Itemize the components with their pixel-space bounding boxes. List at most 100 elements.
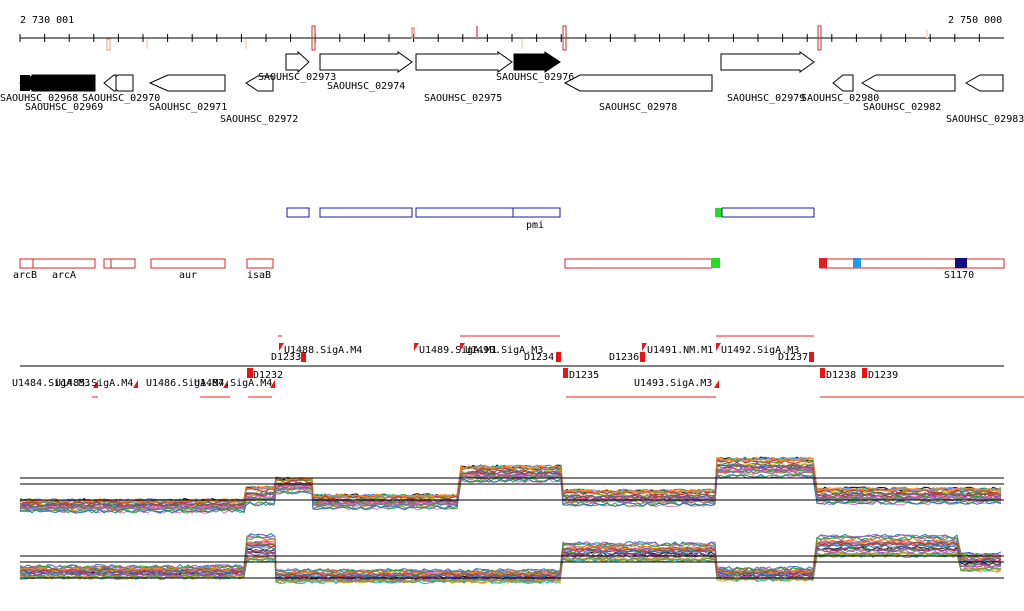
tss-marker[interactable] <box>301 352 306 362</box>
tss-marker[interactable] <box>133 380 138 388</box>
operon-box[interactable] <box>246 258 274 269</box>
tss-marker[interactable] <box>642 343 647 351</box>
tss-label[interactable]: D1238 <box>826 370 856 381</box>
expression-trace <box>19 467 1002 510</box>
tss-marker[interactable] <box>247 368 253 378</box>
tss-marker[interactable] <box>223 380 228 388</box>
gene-label[interactable]: SAOUHSC_02980 <box>801 93 879 104</box>
gene-arrow[interactable] <box>19 74 96 92</box>
tss-label[interactable]: U1490.SigA.M3 <box>465 345 543 356</box>
tss-label[interactable]: U1487.SigA.M4 <box>194 378 272 389</box>
operon-box[interactable] <box>721 207 815 218</box>
operon-box[interactable] <box>819 258 1005 269</box>
gene-arrow[interactable] <box>860 74 956 92</box>
expression-trace <box>19 535 1002 574</box>
gene-label[interactable]: SAOUHSC_02970 <box>82 93 160 104</box>
tss-marker[interactable] <box>460 343 465 351</box>
position-marker[interactable] <box>926 30 928 38</box>
gene-arrow[interactable] <box>285 50 310 74</box>
gene-label[interactable]: SAOUHSC_02978 <box>599 102 677 113</box>
position-marker[interactable] <box>311 25 316 51</box>
operon-highlight[interactable] <box>955 258 967 268</box>
gene-label[interactable]: SAOUHSC_02974 <box>327 81 405 92</box>
gene-label[interactable]: SAOUHSC_02969 <box>25 102 103 113</box>
position-marker[interactable] <box>476 26 478 38</box>
position-marker[interactable] <box>146 39 148 49</box>
position-marker[interactable] <box>817 25 822 51</box>
tss-marker[interactable] <box>563 368 568 378</box>
operon-box[interactable] <box>564 258 713 269</box>
ruler-end-label: 2 750 000 <box>948 15 1002 26</box>
gene-arrow[interactable] <box>563 74 713 92</box>
operon-box[interactable] <box>103 258 112 269</box>
expression-trace <box>19 539 1002 577</box>
position-marker[interactable] <box>562 25 567 51</box>
gene-label[interactable]: SAOUHSC_02975 <box>424 93 502 104</box>
tss-label[interactable]: U1492.SigA.M3 <box>721 345 799 356</box>
position-marker[interactable] <box>521 39 523 49</box>
gene-label[interactable]: SAOUHSC_02983 <box>946 114 1024 125</box>
tss-label[interactable]: D1235 <box>569 370 599 381</box>
tss-label[interactable]: U1484.SigA.M3 <box>12 378 90 389</box>
coordinate-ruler: 2 730 001 2 750 000 <box>19 15 1004 51</box>
tss-marker[interactable] <box>556 352 561 362</box>
tss-marker[interactable] <box>809 352 814 362</box>
tss-label[interactable]: U1491.NM.M1 <box>647 345 713 356</box>
gene-arrow[interactable] <box>103 74 117 92</box>
gene-label[interactable]: SAOUHSC_02972 <box>220 114 298 125</box>
gene-block[interactable] <box>20 75 30 91</box>
operon-highlight[interactable] <box>853 258 861 268</box>
tss-label[interactable]: D1239 <box>868 370 898 381</box>
gene-arrow[interactable] <box>319 51 413 73</box>
position-marker[interactable] <box>245 39 247 49</box>
operon-highlight[interactable] <box>819 258 827 268</box>
operon-highlight[interactable] <box>711 258 720 268</box>
gene-arrow[interactable] <box>720 51 815 73</box>
gene-arrow[interactable] <box>245 75 274 92</box>
tss-marker[interactable] <box>862 368 867 378</box>
operon-box[interactable] <box>319 207 413 218</box>
gene-label[interactable]: SAOUHSC_02976 <box>496 72 574 83</box>
operon-box[interactable] <box>19 258 34 269</box>
gene-arrow[interactable] <box>415 51 513 73</box>
gene-arrow[interactable] <box>148 74 226 92</box>
position-marker[interactable] <box>106 38 111 51</box>
tss-marker[interactable] <box>93 380 98 388</box>
position-marker[interactable] <box>411 27 415 39</box>
tss-marker[interactable] <box>640 352 645 362</box>
tss-label[interactable]: U1493.SigA.M3 <box>634 378 712 389</box>
tss-label[interactable]: D1234 <box>524 352 554 363</box>
tss-marker[interactable] <box>414 343 419 351</box>
tss-label[interactable]: U1486.SigA.M4 <box>146 378 224 389</box>
tss-marker[interactable] <box>270 380 275 388</box>
tss-label[interactable]: U1485.SigA.M4 <box>55 378 133 389</box>
gene-label[interactable]: SAOUHSC_02982 <box>863 102 941 113</box>
ruler-markers[interactable] <box>106 25 928 51</box>
operon-box[interactable] <box>286 207 310 218</box>
gene-arrow[interactable] <box>964 74 1004 92</box>
gene-label[interactable]: SAOUHSC_02979 <box>727 93 805 104</box>
operon-box[interactable] <box>32 258 96 269</box>
tss-label[interactable]: D1232 <box>253 370 283 381</box>
expression-trace <box>19 463 1002 508</box>
gene-label[interactable]: SAOUHSC_02971 <box>149 102 227 113</box>
gene-arrow[interactable] <box>832 74 854 92</box>
tss-marker[interactable] <box>714 380 719 388</box>
operon-highlight[interactable] <box>715 208 722 217</box>
tss-label[interactable]: U1488.SigA.M4 <box>284 345 362 356</box>
operon-box[interactable] <box>150 258 226 269</box>
gene-label[interactable]: SAOUHSC_02973 <box>258 72 336 83</box>
gene-label[interactable]: SAOUHSC_02968 <box>0 93 78 104</box>
operon-box[interactable] <box>512 207 561 218</box>
tss-marker[interactable] <box>820 368 825 378</box>
tss-label[interactable]: U1489.SigA.M1 <box>419 345 497 356</box>
gene-arrow[interactable] <box>513 51 561 73</box>
tss-marker[interactable] <box>279 343 284 351</box>
operon-box[interactable] <box>110 258 136 269</box>
tss-label[interactable]: D1236 <box>609 352 639 363</box>
tss-label[interactable]: D1233 <box>271 352 301 363</box>
tss-marker[interactable] <box>716 343 721 351</box>
operon-label: isaB <box>247 270 271 281</box>
tss-label[interactable]: D1237 <box>778 352 808 363</box>
operon-box[interactable] <box>415 207 514 218</box>
